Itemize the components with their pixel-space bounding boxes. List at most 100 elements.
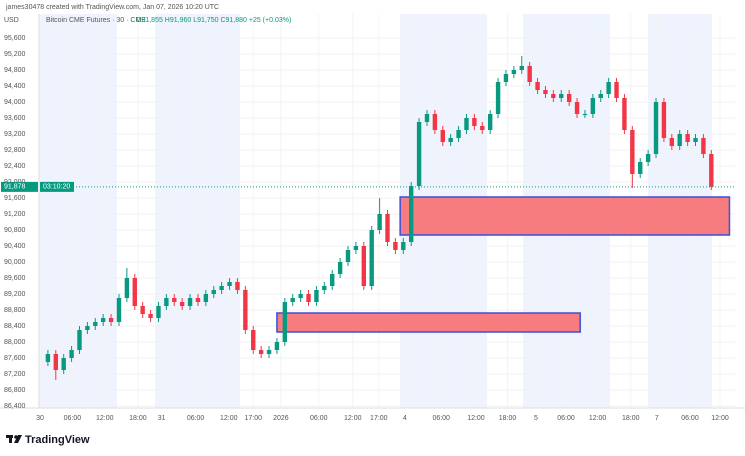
last-price-label: 91,878 [4, 184, 26, 191]
countdown-box [40, 181, 74, 192]
candle-body [464, 118, 469, 130]
candle-body [416, 122, 422, 186]
candle-body [385, 214, 390, 242]
candle-body [266, 350, 272, 354]
x-tick-label: 12:00 [589, 415, 607, 422]
candle-body [551, 94, 556, 98]
candle-body [53, 354, 58, 370]
candle-body [653, 102, 659, 154]
x-tick-label: 12:00 [344, 415, 362, 422]
candle-body [622, 98, 627, 130]
candle-body [574, 102, 580, 114]
candle-body [124, 278, 130, 298]
x-tick-label: 06:00 [681, 415, 699, 422]
candle-body [85, 326, 90, 330]
y-tick-label: 88,000 [4, 339, 26, 346]
candle-body [582, 114, 588, 115]
x-tick-label: 18:00 [499, 415, 517, 422]
candle-body [645, 154, 651, 162]
y-tick-label: 88,400 [4, 323, 26, 330]
candle-body [677, 134, 682, 146]
candle-body [519, 66, 524, 70]
y-tick-label: 90,000 [4, 259, 26, 266]
y-tick-label: 93,200 [4, 131, 26, 138]
x-tick-label: 06:00 [557, 415, 575, 422]
candle-body [100, 318, 106, 322]
y-tick-label: 89,200 [4, 291, 26, 298]
y-tick-label: 94,400 [4, 83, 26, 90]
candle-body [606, 82, 611, 94]
candle-body [164, 298, 169, 306]
candle-body [661, 102, 667, 138]
candle-body [495, 82, 501, 114]
candle-body [211, 290, 216, 294]
x-tick-label: 17:00 [244, 415, 262, 422]
y-tick-label: 87,600 [4, 355, 26, 362]
candle-body [251, 330, 256, 350]
x-tick-label: 18:00 [622, 415, 640, 422]
candle-body [195, 298, 201, 302]
y-tick-label: 91,600 [4, 195, 26, 202]
candle-body [108, 318, 114, 322]
x-tick-label: 06:00 [187, 415, 205, 422]
x-tick-label: 30 [36, 415, 44, 422]
candle-body [709, 154, 714, 187]
candle-body [480, 126, 485, 130]
x-tick-label: 06:00 [64, 415, 82, 422]
y-tick-label: 86,800 [4, 387, 26, 394]
candle-body [669, 138, 675, 146]
candle-body [227, 282, 232, 286]
candle-body [243, 290, 248, 330]
candle-body [693, 138, 698, 142]
candle-body [590, 98, 596, 114]
candle-body [630, 130, 635, 174]
y-tick-label: 95,200 [4, 51, 26, 58]
candle-body [511, 70, 517, 74]
candle-body [132, 278, 137, 306]
candle-body [353, 246, 359, 250]
y-tick-label: 90,800 [4, 227, 26, 234]
candle-body [408, 186, 414, 242]
candle-body [140, 306, 145, 314]
x-tick-label: 5 [534, 415, 538, 422]
candle-body [156, 306, 161, 318]
candle-body [179, 302, 185, 306]
candle-body [61, 358, 66, 370]
candle-body [638, 162, 643, 174]
x-tick-label: 12:00 [711, 415, 729, 422]
y-tick-label: 87,200 [4, 371, 26, 378]
candle-body [345, 250, 351, 262]
zone [399, 196, 731, 236]
candle-body [203, 294, 209, 302]
candle-body [598, 94, 603, 98]
candle-body [487, 114, 493, 130]
y-tick-label: 94,000 [4, 99, 26, 106]
y-tick-label: 93,600 [4, 115, 26, 122]
candle-body [543, 90, 548, 94]
candle-body [614, 82, 619, 98]
y-tick-label: 91,200 [4, 211, 26, 218]
currency: USD [4, 17, 19, 24]
x-tick-label: 12:00 [96, 415, 114, 422]
candle-body [440, 130, 445, 142]
candle-body [527, 66, 532, 82]
candle-body [401, 242, 406, 250]
candle-body [448, 138, 453, 142]
candle-body [290, 298, 295, 302]
candle-body [282, 302, 288, 342]
y-tick-label: 92,400 [4, 163, 26, 170]
candle-body [93, 322, 98, 326]
logo [6, 435, 22, 443]
candle-body [566, 94, 572, 102]
ohlc: O91,855 H91,960 L91,750 C91,880 +25 (+0.… [136, 17, 291, 24]
plot [45, 56, 731, 380]
candle-body [274, 342, 280, 350]
candle-body [535, 82, 540, 90]
brand: TradingView [25, 434, 90, 446]
x-tick-label: 4 [403, 415, 407, 422]
x-tick-label: 18:00 [129, 415, 147, 422]
y-tick-label: 88,800 [4, 307, 26, 314]
header: james30478 created with TradingView.com,… [5, 4, 219, 11]
y-tick-label: 92,800 [4, 147, 26, 154]
